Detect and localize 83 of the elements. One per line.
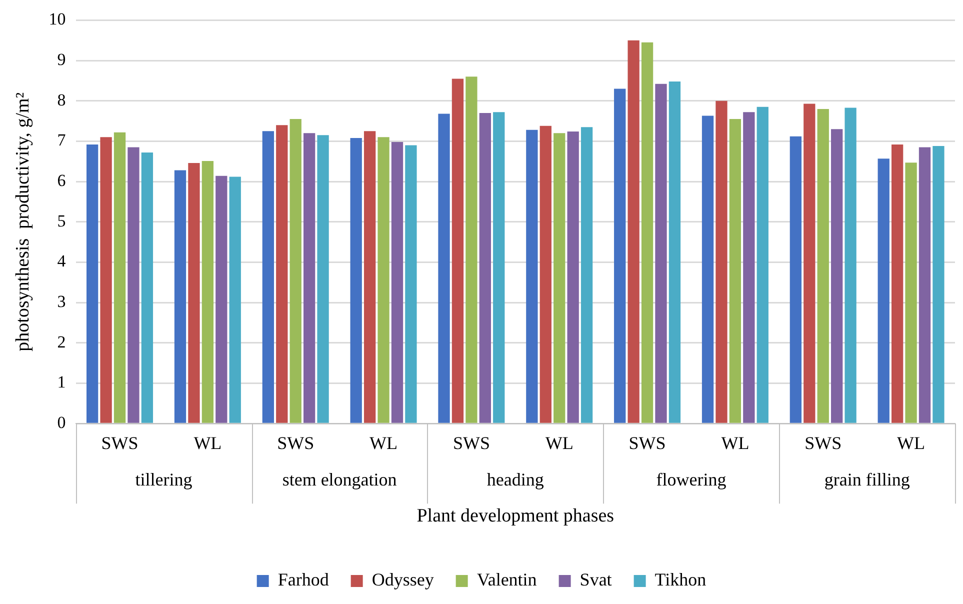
legend-label: Odyssey [372,570,434,590]
bar [114,132,126,423]
bar [364,131,376,423]
bar [86,144,98,423]
x-tick-label: SWS [101,433,138,454]
legend-label: Tikhon [654,570,706,590]
bar [100,137,112,423]
legend-label: Farhod [278,570,329,590]
bar [702,116,714,423]
y-tick-label: 7 [57,130,66,150]
bar [540,126,552,423]
bar [174,170,186,423]
bar [188,163,200,423]
bar [905,162,917,423]
x-tick-label: WL [370,433,398,454]
bar [350,138,362,423]
bar [756,106,768,423]
x-axis-title: Plant development phases [416,506,614,527]
bar [493,112,505,423]
x-tick-label: WL [721,433,750,454]
bar [878,158,890,423]
bar [229,176,241,423]
bar [479,112,491,423]
y-tick-label: 0 [57,413,66,432]
bar [303,133,316,423]
bar [276,125,288,423]
bar [202,160,214,423]
y-tick-label: 5 [57,211,66,230]
x-tick-label: SWS [277,433,314,454]
bar [628,40,640,423]
text: heading [486,469,544,490]
bar [891,144,904,423]
y-tick-label: 1 [57,372,66,392]
y-tick-label: 10 [48,10,66,29]
x-tick-label: WL [194,433,222,454]
bar [790,136,802,423]
y-tick-label: 9 [57,50,66,70]
y-tick-label: 4 [57,252,66,271]
bar [141,152,154,423]
bar [317,135,329,423]
bar [729,119,742,423]
bar [918,147,931,423]
bar [554,133,566,423]
x-tick-label: SWS [452,433,490,454]
bar [614,88,626,423]
bar [567,132,579,423]
bar [817,108,829,423]
x-tick-label: SWS [804,433,842,454]
bar [580,127,593,423]
bar [668,82,681,423]
bar [526,130,538,423]
bar [844,108,856,423]
bar [655,84,667,423]
x-tick-label: WL [897,433,926,454]
bar [438,114,450,423]
y-tick-label: 2 [57,332,66,352]
bar [216,176,228,423]
bar [391,142,404,423]
bar [405,145,417,423]
x-tick-label: WL [545,433,574,454]
legend-label: Valentin [476,570,537,590]
bar [641,42,654,423]
y-tick-label: 6 [57,171,66,190]
bar [466,76,478,423]
bar [128,147,140,423]
text: tillering [135,469,192,490]
y-tick-label: 3 [57,292,66,312]
bar [378,137,390,423]
text: flowering [656,469,726,490]
bar [743,112,755,423]
x-tick-label: SWS [628,433,666,454]
bar [716,100,728,423]
bar [452,78,464,423]
text: grain filling [824,469,910,490]
bar [831,129,843,423]
legend-label: Svat [580,570,612,590]
bar [804,104,816,423]
bar [290,119,302,423]
y-axis-title: photosynthesis productivity, g/m² [12,92,34,352]
bar [262,131,274,423]
y-tick-label: 8 [57,90,66,110]
text: stem elongation [282,469,397,490]
bar [932,146,944,423]
